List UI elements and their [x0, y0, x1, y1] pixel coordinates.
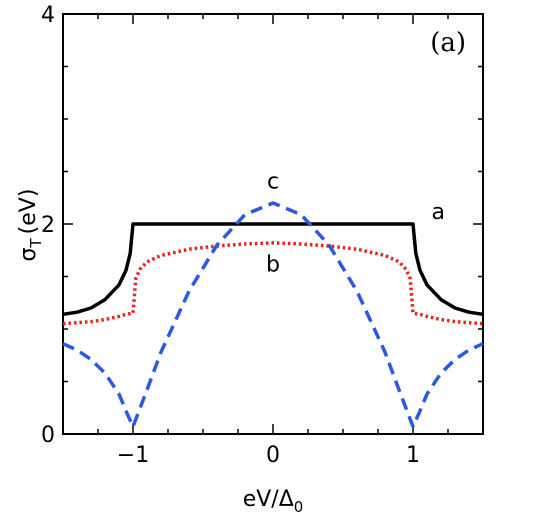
y-tick-label: 0	[41, 423, 55, 448]
x-tick-label: 0	[266, 443, 280, 468]
series-line-b	[62, 241, 484, 326]
x-tick-label: −1	[117, 443, 149, 468]
y-axis-label-main: σ	[16, 247, 41, 261]
y-axis-label: σT (eV)	[16, 189, 45, 262]
y-tick-label: 2	[41, 213, 55, 238]
y-tick-label: 4	[41, 3, 55, 28]
x-axis-label: eV/Δ0	[243, 487, 304, 516]
curve-label-c: c	[267, 169, 279, 194]
y-axis-label-unit: (eV)	[16, 189, 41, 235]
series-line-c	[62, 201, 484, 429]
axis-ticks: −1 0 1 0 2 4	[41, 3, 484, 468]
y-axis-label-sub: T	[27, 237, 45, 248]
x-axis-label-sub: 0	[294, 498, 304, 516]
series-line-a	[62, 222, 484, 317]
series-group	[62, 201, 484, 429]
curve-label-b: b	[266, 252, 280, 277]
x-axis-label-main: eV/Δ	[243, 487, 294, 512]
x-tick-label: 1	[406, 443, 420, 468]
curve-labels: a b c	[266, 169, 445, 277]
panel-label: (a)	[430, 28, 466, 58]
curve-label-a: a	[431, 200, 444, 225]
